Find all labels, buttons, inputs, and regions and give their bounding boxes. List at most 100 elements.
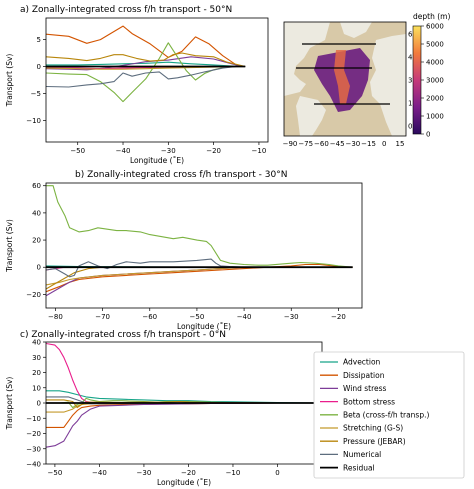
x-tick-label: −80 [48,313,63,321]
legend-label: Wind stress [343,384,387,393]
colorbar-tick-label: 2000 [426,95,444,103]
colorbar-tick-label: 4000 [426,59,444,67]
series-line-6 [46,266,353,286]
legend-label: Beta (cross-f/h transp.) [343,411,429,420]
map-lon-tick: 15 [396,140,405,148]
y-axis-label: Transport (Sv) [5,54,14,108]
x-tick-label: −30 [284,313,299,321]
y-tick-label: −5 [31,90,41,98]
map-lon-tick: −75 [298,140,313,148]
y-tick-label: −20 [26,291,41,299]
x-tick-label: −20 [181,469,196,477]
panel-c-title: c) Zonally-integrated cross f/h transpor… [20,330,226,340]
map-lon-tick: −45 [330,140,345,148]
x-tick-label: −40 [116,147,131,155]
series-line-5 [46,185,353,268]
series-line-2 [46,263,353,293]
x-tick-label: −30 [137,469,152,477]
colorbar [412,25,422,135]
y-tick-label: 10 [32,384,41,392]
series-line-2 [46,402,322,428]
x-tick-label: −50 [48,469,63,477]
plot-frame [45,17,269,143]
y-tick-label: 0 [37,264,41,272]
y-tick-label: 0 [37,400,41,408]
bathymetry-map: −90 −75 −60 −45 −30 −15 0 15 60 45 30 15 0 6000 5000 40… [283,12,451,148]
series-line-8 [46,65,246,88]
x-tick-label: 0 [275,469,279,477]
y-tick-label: 30 [32,354,41,362]
x-tick-label: −50 [190,313,205,321]
map-land-south-america [296,96,326,136]
map-lon-tick: −30 [345,140,360,148]
x-tick-label: −20 [206,147,221,155]
legend-label: Pressure (JEBAR) [343,437,406,446]
series-line-5 [46,42,246,103]
x-axis-label: Longitude (˚E) [130,156,184,165]
panel-a-title: a) Zonally-integrated cross f/h transpor… [20,5,232,15]
colorbar-tick-label: 1000 [426,113,444,121]
legend: Advection Dissipation Wind stress Bottom st… [313,351,465,479]
x-tick-label: −30 [161,147,176,155]
map-land-north-america [284,22,330,96]
y-tick-label: 0 [37,63,41,71]
series-line-7 [46,52,246,68]
x-tick-label: −40 [237,313,252,321]
x-tick-label: −40 [92,469,107,477]
legend-label: Bottom stress [343,397,395,406]
map-lon-tick: −90 [283,140,298,148]
panel-b-title: b) Zonally-integrated cross f/h transpor… [75,170,287,180]
map-lon-tick: 0 [382,140,386,148]
colorbar-tick-label: 0 [426,131,430,139]
legend-label: Dissipation [343,371,385,380]
y-axis-label: Transport (Sv) [5,377,14,431]
colorbar-tick-label: 6000 [426,23,444,31]
y-tick-label: −10 [26,117,41,125]
y-tick-label: 20 [32,369,41,377]
legend-label: Stretching (G-S) [343,424,403,433]
map-lat-tick: 30 [408,77,417,85]
map-mid-atlantic-ridge [334,50,350,104]
map-lon-tick: −15 [361,140,376,148]
map-land-europe-africa [370,34,406,136]
x-tick-label: −20 [331,313,346,321]
y-axis-label: Transport (Sv) [5,219,14,273]
y-tick-label: −40 [26,461,41,469]
chart-panel-b: −80 −70 −60 −50 −40 −30 −20 −20 0 20 40 60 Longitude… [5,182,363,331]
y-tick-label: 60 [32,182,41,190]
y-tick-label: 5 [37,36,41,44]
colorbar-tick-label: 5000 [426,41,444,49]
series-line-2 [46,25,246,68]
y-tick-label: 20 [32,237,41,245]
map-lat-tick: 0 [408,123,412,131]
legend-box [313,351,465,479]
y-tick-label: 40 [32,209,41,217]
colorbar-tick-label: 3000 [426,77,444,85]
y-tick-label: −30 [26,445,41,453]
series-line-4 [46,342,322,404]
series-line-3 [46,402,322,448]
map-lat-tick: 45 [408,54,417,62]
x-tick-label: −60 [142,313,157,321]
map-lon-tick: −60 [314,140,329,148]
map-land-greenland [340,22,372,38]
chart-panel-c: −50−40−30−20−10010−40−30−20−10010203040L… [5,339,326,488]
legend-label: Numerical [343,450,381,459]
map-lat-tick: 15 [408,100,417,108]
x-tick-label: −10 [252,147,267,155]
legend-label: Residual [343,463,375,472]
map-frame [283,21,407,137]
x-tick-label: −70 [95,313,110,321]
legend-label: Advection [343,358,381,367]
y-tick-label: −10 [26,415,41,423]
x-tick-label: −50 [70,147,85,155]
y-tick-label: −20 [26,430,41,438]
x-tick-label: −10 [226,469,241,477]
x-axis-label: Longitude (˚E) [157,478,211,487]
plot-frame [45,182,363,309]
y-tick-label: 40 [32,339,41,347]
map-lat-tick: 60 [408,31,417,39]
colorbar-label: depth (m) [413,12,450,21]
